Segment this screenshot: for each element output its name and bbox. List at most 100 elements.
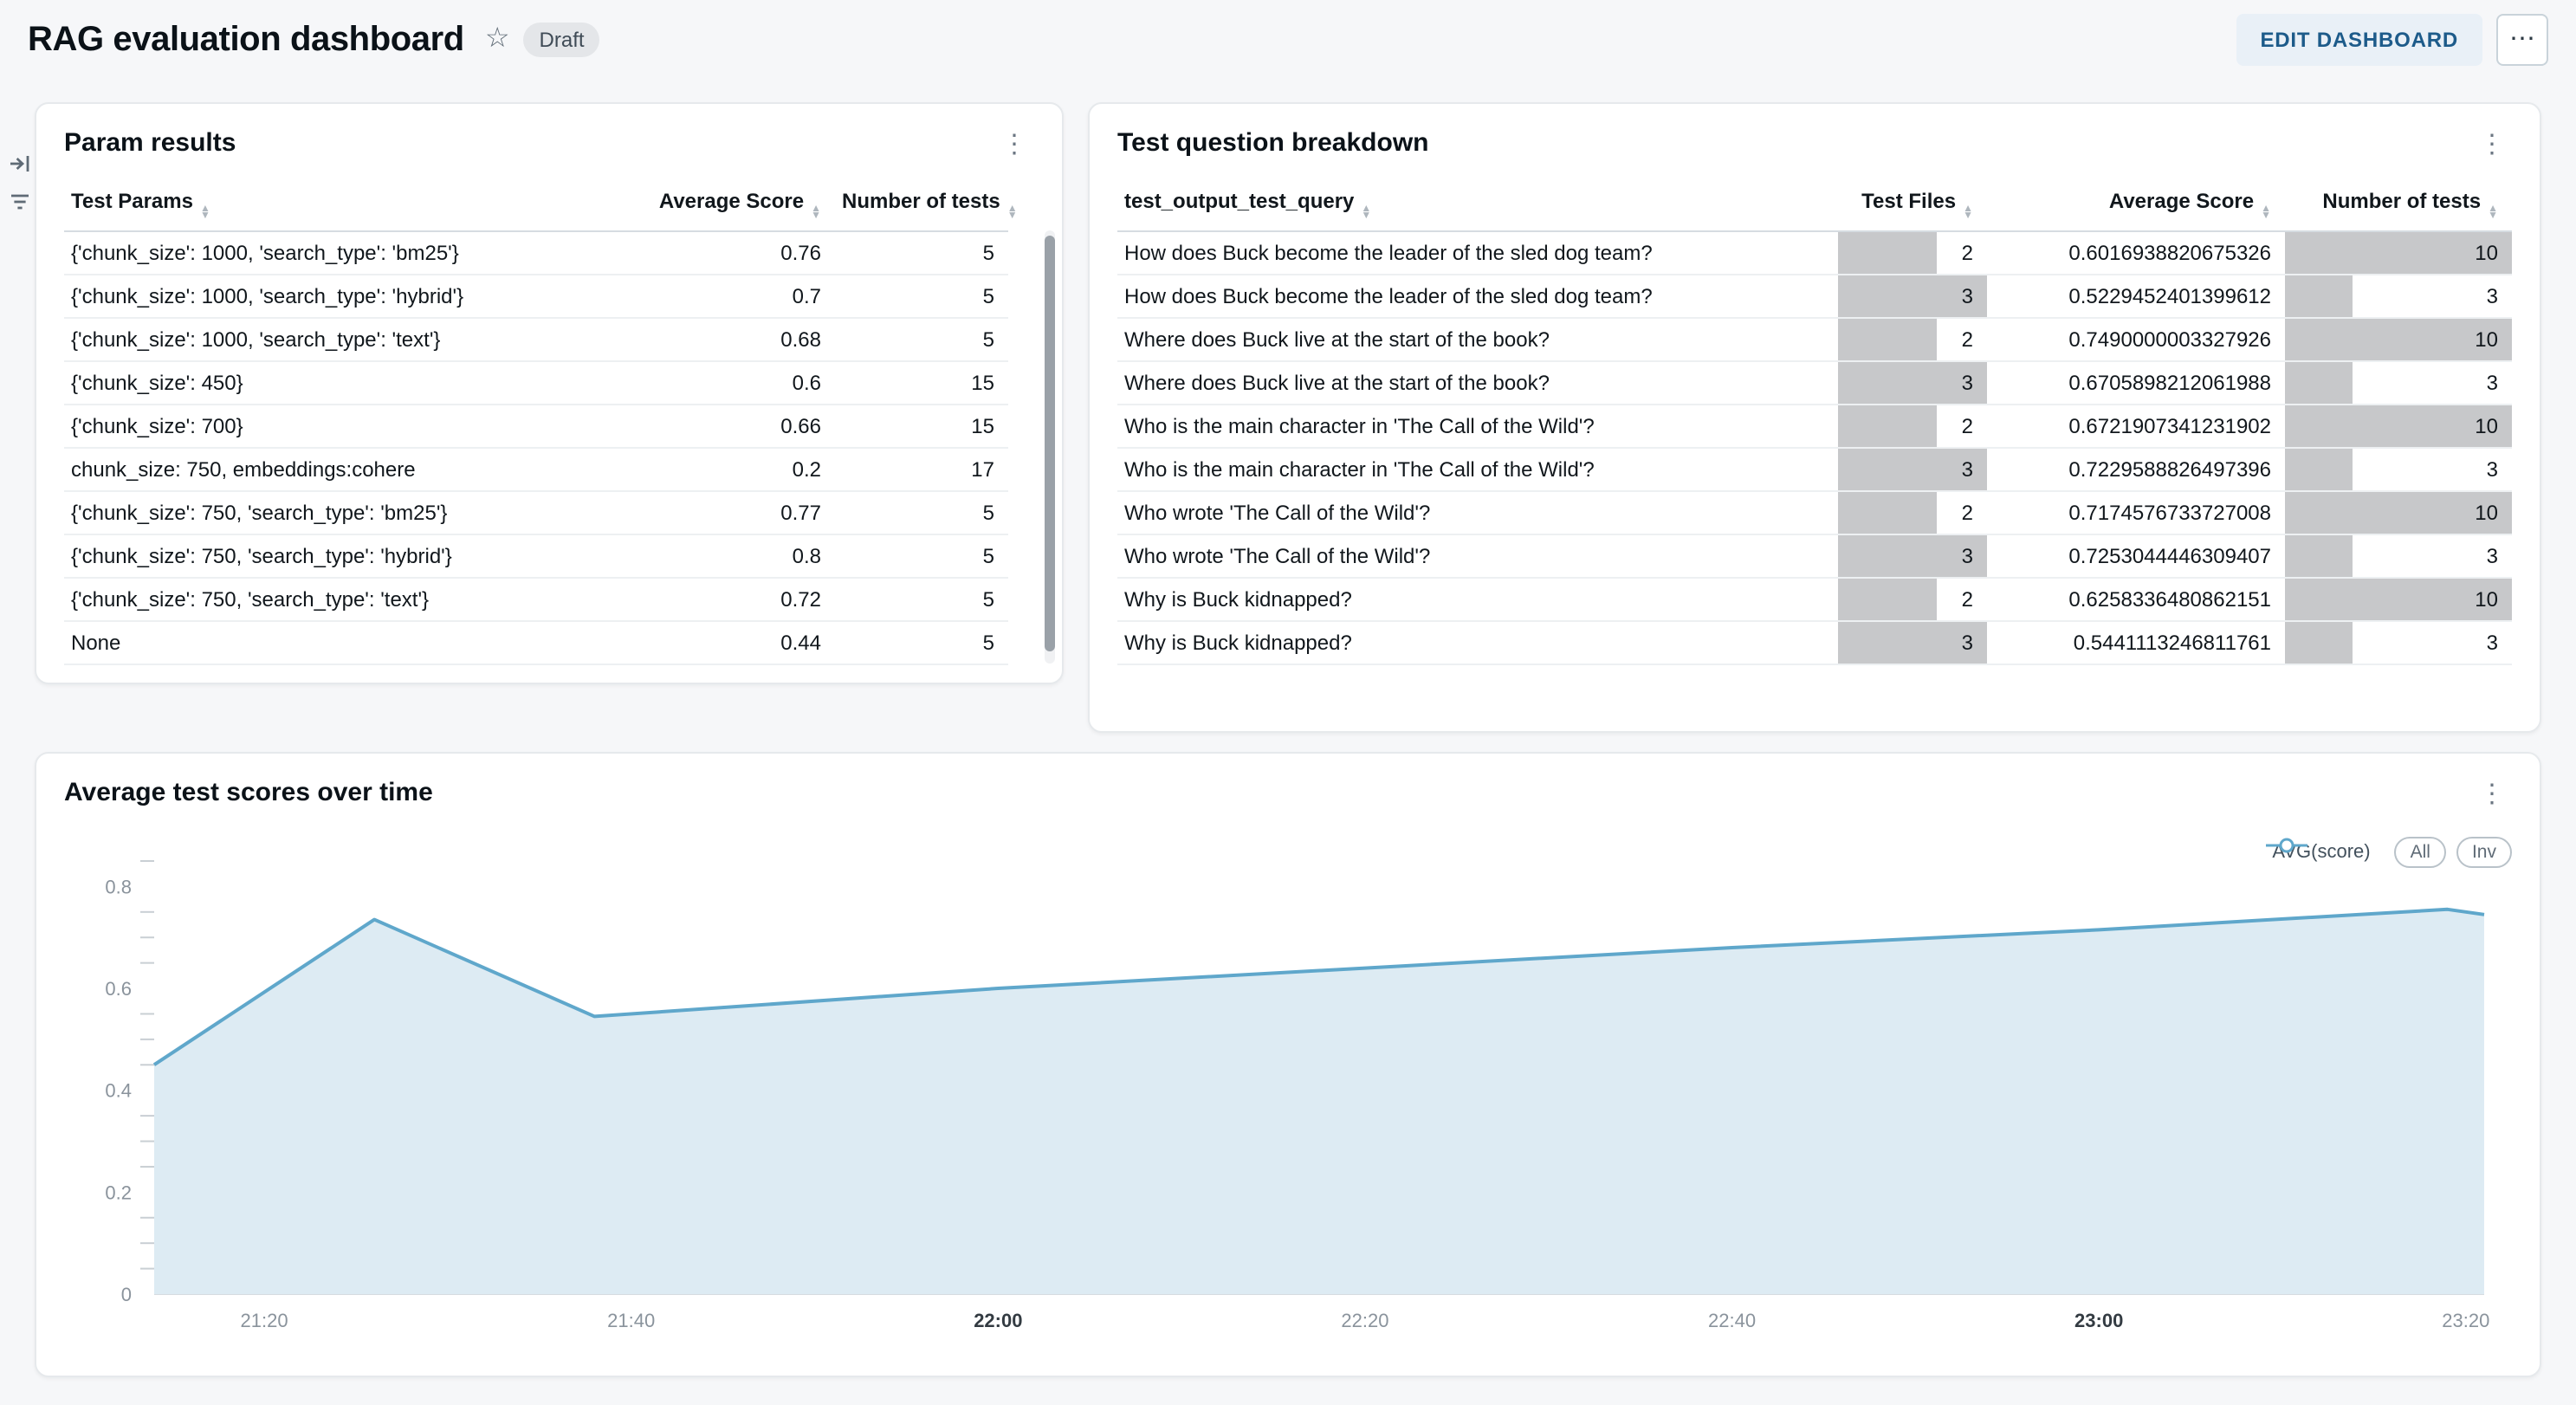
cell-average-score: 0.76 [644,231,835,275]
cell-value: 3 [1961,371,1973,395]
cell-value: 2 [1961,241,1973,265]
x-axis-label: 21:20 [241,1310,288,1331]
cell-average-score: 0.6 [644,361,835,405]
cell-number-of-tests: 15 [835,405,1008,449]
cell-number-of-tests: 3 [2285,361,2512,405]
cell-test-query: How does Buck become the leader of the s… [1117,275,1838,319]
table-header-row: Test Params ▲ ▼ Average Score ▲ ▼ Number of te… [64,178,1018,232]
cell-number-of-tests: 5 [835,318,1008,362]
table-row: {'chunk_size': 450} 0.6 15 [64,361,1008,405]
table-row: {'chunk_size': 1000, 'search_type': 'hyb… [64,275,1008,319]
value-bar [2285,275,2353,316]
card-menu-icon[interactable]: ⋮ [2479,130,2505,159]
cell-test-params: {'chunk_size': 1000, 'search_type': 'bm2… [64,231,644,275]
filters-icon[interactable] [9,191,31,213]
scores-area-chart: 0 0.2 0.4 0.6 0.8 21:20 21:40 22:00 22:20 22:40 23… [105,860,2489,1331]
card-header: Average test scores over time ⋮ [36,754,2540,828]
value-bar [1838,232,1938,273]
table-row: {'chunk_size': 750, 'search_type': 'hybr… [64,534,1008,579]
value-bar [2285,622,2353,663]
cell-number-of-tests: 17 [835,448,1008,492]
series-area-fill [154,909,2484,1294]
cell-test-params: {'chunk_size': 450} [64,361,644,405]
column-label: Test Params [71,189,193,213]
dashboard-header: RAG evaluation dashboard ☆ Draft EDIT DA… [0,0,2576,80]
value-bar [2285,449,2353,489]
y-axis-label: 0.6 [105,978,132,1000]
sort-icon: ▲ ▼ [811,204,821,222]
value-bar [1838,449,1987,489]
table-row: Where does Buck live at the start of the… [1117,318,2512,362]
sort-icon: ▲ ▼ [1006,204,1018,222]
table-row: chunk_size: 750, embeddings:cohere 0.2 17 [64,448,1008,492]
cell-average-score: 0.6258336480862151 [1987,578,2285,622]
cell-average-score: 0.7229588826497396 [1987,448,2285,492]
cell-test-query: Why is Buck kidnapped? [1117,621,1838,665]
legend-select-inverse-button[interactable]: Inv [2456,837,2512,868]
column-header-average-score[interactable]: Average Score ▲ ▼ [644,178,835,232]
cell-value: 3 [1961,631,1973,655]
cell-value: 10 [2475,587,2498,612]
y-axis-label: 0.4 [105,1080,132,1102]
card-menu-icon[interactable]: ⋮ [1001,130,1027,159]
cell-value: 2 [1961,501,1973,525]
legend-select-all-button[interactable]: All [2394,837,2446,868]
cell-test-params: {'chunk_size': 750, 'search_type': 'hybr… [64,534,644,579]
card-title: Test question breakdown [1117,128,1429,158]
cell-test-files: 2 [1838,231,1987,275]
sort-icon: ▲ ▼ [1361,204,1372,222]
card-menu-icon[interactable]: ⋮ [2479,780,2505,809]
cell-average-score: 0.66 [644,405,835,449]
cell-average-score: 0.7253044446309407 [1987,534,2285,579]
value-bar [1838,362,1987,403]
column-header-number-of-tests[interactable]: Number of tests ▲ ▼ [835,178,1018,232]
table-header-row: test_output_test_query ▲ ▼ Test Files ▲ ▼ Aver… [1117,178,2512,232]
cell-test-params: {'chunk_size': 750, 'search_type': 'text… [64,578,644,622]
cell-test-query: How does Buck become the leader of the s… [1117,231,1838,275]
column-header-test-files[interactable]: Test Files ▲ ▼ [1838,178,1987,232]
question-breakdown-table-wrap: test_output_test_query ▲ ▼ Test Files ▲ ▼ Aver… [1117,178,2512,665]
x-axis-label: 22:00 [974,1310,1022,1331]
cell-test-files: 3 [1838,621,1987,665]
column-header-average-score[interactable]: Average Score ▲ ▼ [1987,178,2285,232]
expand-panel-icon[interactable] [9,152,31,175]
cell-test-params: {'chunk_size': 1000, 'search_type': 'hyb… [64,275,644,319]
cell-average-score: 0.5229452401399612 [1987,275,2285,319]
cell-number-of-tests: 5 [835,578,1008,622]
cell-average-score: 0.72 [644,578,835,622]
value-bar [1838,319,1938,359]
left-rail [9,152,31,213]
cell-average-score: 0.5441113246811761 [1987,621,2285,665]
column-header-test-params[interactable]: Test Params ▲ ▼ [64,178,644,232]
cell-test-files: 2 [1838,405,1987,449]
series-line [152,907,2485,1066]
cell-test-files: 2 [1838,491,1987,535]
cell-number-of-tests: 10 [2285,318,2512,362]
cell-value: 2 [1961,587,1973,612]
cell-number-of-tests: 10 [2285,231,2512,275]
scrollbar-thumb[interactable] [1045,235,1055,651]
value-bar [2285,492,2512,533]
cell-value: 10 [2475,241,2498,265]
cell-number-of-tests: 10 [2285,491,2512,535]
value-bar [1838,492,1938,533]
favorite-star-icon[interactable]: ☆ [484,24,510,54]
page-title: RAG evaluation dashboard [28,20,464,58]
more-menu-button[interactable]: ⋯ [2496,14,2548,66]
cell-value: 3 [1961,544,1973,568]
column-header-test-output-test-query[interactable]: test_output_test_query ▲ ▼ [1117,178,1838,232]
cell-test-params: chunk_size: 750, embeddings:cohere [64,448,644,492]
column-header-number-of-tests[interactable]: Number of tests ▲ ▼ [2285,178,2512,232]
table-scrollbar [1045,230,1055,664]
value-bar [1838,622,1987,663]
top-widgets-row: Param results ⋮ Test Params ▲ ▼ Average Sco… [35,102,2541,733]
cell-number-of-tests: 5 [835,491,1008,535]
question-breakdown-card: Test question breakdown ⋮ test_output_te… [1088,102,2541,733]
cell-value: 3 [2486,544,2498,568]
edit-dashboard-button[interactable]: EDIT DASHBOARD [2236,14,2482,66]
cell-test-files: 3 [1838,448,1987,492]
cell-value: 3 [1961,284,1973,308]
cell-number-of-tests: 5 [835,275,1008,319]
question-breakdown-table: test_output_test_query ▲ ▼ Test Files ▲ ▼ Aver… [1117,178,2512,665]
column-label: Test Files [1861,189,1957,213]
